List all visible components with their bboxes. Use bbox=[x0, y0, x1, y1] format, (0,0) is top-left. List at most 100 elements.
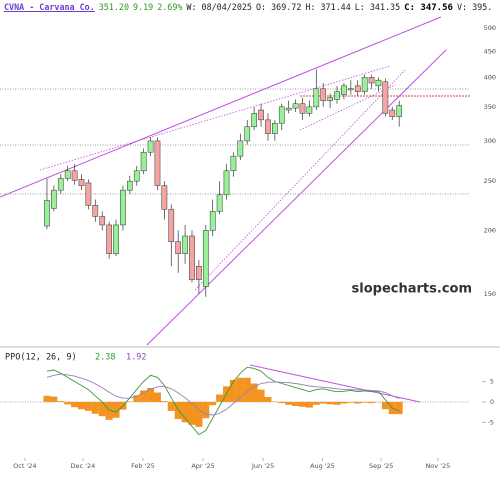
trend-line bbox=[299, 84, 396, 131]
y-tick-label: 200 bbox=[484, 226, 496, 234]
header-field: CVNA - Carvana Co. bbox=[4, 2, 95, 12]
histogram-bar bbox=[77, 401, 85, 410]
histogram-bar bbox=[153, 392, 161, 402]
y-tick-label: -5 bbox=[488, 418, 494, 426]
x-tick-label: Jun '25 bbox=[251, 462, 274, 470]
candle-body bbox=[209, 211, 216, 231]
candle-body bbox=[320, 88, 327, 101]
header-field: C: 347.56 bbox=[404, 3, 453, 13]
header-field: H: 371.44 bbox=[305, 2, 351, 12]
candle-body bbox=[154, 140, 161, 186]
histogram-bar bbox=[112, 401, 120, 418]
histogram-bar bbox=[98, 401, 106, 417]
histogram-bar bbox=[285, 401, 293, 405]
candle-body bbox=[113, 224, 119, 254]
candle-body bbox=[265, 119, 271, 134]
histogram-bar bbox=[312, 401, 320, 405]
y-tick-label: 150 bbox=[484, 290, 496, 298]
x-tick-label: Dec '24 bbox=[71, 462, 96, 470]
histogram-bar bbox=[354, 401, 362, 404]
indicator-reading: 2.38 bbox=[95, 353, 115, 363]
candle-body bbox=[85, 182, 92, 206]
candle-body bbox=[202, 230, 209, 287]
header-field: O: 369.72 bbox=[255, 2, 302, 12]
indicator-line bbox=[46, 366, 400, 436]
histogram-bar bbox=[64, 401, 72, 405]
trend-line bbox=[194, 69, 406, 291]
candle-body bbox=[278, 106, 285, 124]
x-tick-label: Sep '25 bbox=[369, 462, 393, 470]
candle-body bbox=[327, 97, 333, 101]
candle-body bbox=[258, 109, 264, 121]
candle-body bbox=[347, 88, 354, 91]
candle-body bbox=[396, 105, 403, 117]
candle-body bbox=[375, 79, 382, 87]
y-tick-label: 500 bbox=[484, 24, 496, 32]
histogram-bar bbox=[105, 401, 113, 420]
candle-body bbox=[161, 185, 168, 210]
candle-body bbox=[306, 106, 313, 114]
candle-body bbox=[133, 170, 140, 182]
x-tick-label: Oct '24 bbox=[13, 462, 36, 470]
y-tick-label: 450 bbox=[484, 47, 496, 55]
y-tick-label: 300 bbox=[484, 137, 496, 145]
histogram-bar bbox=[195, 401, 203, 427]
watermark: slopecharts.com bbox=[352, 282, 472, 297]
histogram-bar bbox=[84, 401, 92, 411]
candle-body bbox=[368, 77, 375, 84]
histogram-bar bbox=[57, 401, 65, 402]
candle-body bbox=[182, 235, 188, 254]
histogram-bar bbox=[209, 401, 217, 406]
candle-body bbox=[140, 151, 147, 172]
candle-body bbox=[230, 155, 237, 172]
candle-body bbox=[389, 109, 396, 117]
candle-body bbox=[99, 216, 106, 226]
candle-body bbox=[313, 88, 320, 108]
x-tick-label: Aug '25 bbox=[310, 462, 335, 470]
candle-body bbox=[71, 170, 78, 181]
candle-body bbox=[147, 140, 154, 153]
histogram-bar bbox=[381, 401, 389, 410]
indicator-line bbox=[46, 373, 400, 416]
histogram-bar bbox=[340, 401, 348, 404]
histogram-bar bbox=[264, 396, 272, 402]
trend-line bbox=[146, 49, 447, 346]
header-field: L: 341.35 bbox=[354, 2, 401, 12]
candle-body bbox=[168, 209, 175, 242]
x-tick-label: Apr '25 bbox=[191, 462, 214, 470]
candle-body bbox=[106, 224, 112, 254]
histogram-bar bbox=[333, 401, 341, 405]
histogram-bar bbox=[167, 401, 175, 411]
histogram-bar bbox=[181, 401, 189, 423]
header-field: 351.20 bbox=[98, 2, 130, 12]
histogram-bar bbox=[133, 395, 141, 402]
histogram-bar bbox=[298, 401, 306, 407]
header-field: W: 08/04/2025 bbox=[186, 2, 252, 12]
header-field: 9.19 bbox=[133, 2, 154, 12]
candle-body bbox=[64, 170, 71, 179]
header-field: 2.69% bbox=[157, 2, 183, 12]
candle-body bbox=[120, 189, 126, 226]
indicator-title: PPO(12, 26, 9) bbox=[5, 353, 77, 363]
candle-body bbox=[354, 85, 361, 92]
histogram-bar bbox=[278, 401, 286, 404]
candle-body bbox=[292, 103, 299, 109]
header: CVNA - Carvana Co. 351.20 9.19 2.69% W: 08/0… bbox=[4, 2, 500, 13]
x-tick-label: Nov '25 bbox=[425, 462, 450, 470]
candle-body bbox=[382, 81, 389, 114]
histogram-bar bbox=[91, 401, 99, 414]
histogram-bar bbox=[71, 401, 79, 408]
candle-body bbox=[237, 140, 244, 157]
histogram-bar bbox=[236, 377, 244, 402]
candle-body bbox=[51, 189, 57, 209]
histogram-bar bbox=[43, 395, 51, 402]
candle-body bbox=[223, 170, 230, 196]
candle-body bbox=[57, 178, 64, 191]
candle-body bbox=[334, 91, 340, 100]
y-tick-label: 250 bbox=[484, 177, 496, 185]
header-field: V: 395. bbox=[456, 2, 493, 12]
candle-body bbox=[361, 77, 368, 92]
trend-line bbox=[0, 16, 442, 198]
